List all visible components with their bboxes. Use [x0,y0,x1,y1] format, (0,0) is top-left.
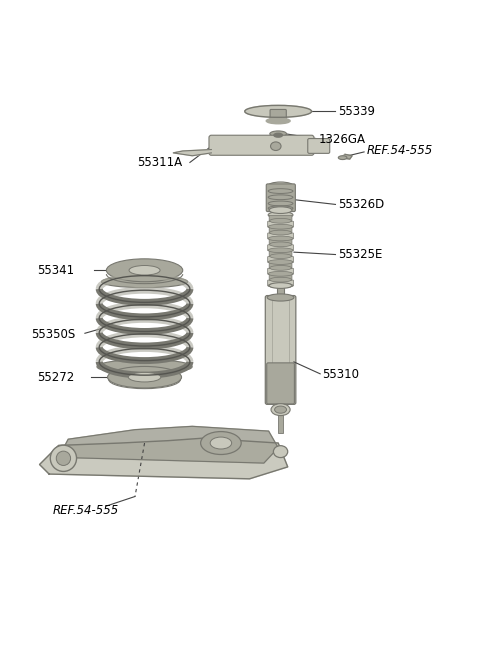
FancyBboxPatch shape [277,281,284,298]
Ellipse shape [101,276,188,288]
FancyBboxPatch shape [269,274,292,280]
Text: 55326D: 55326D [338,198,384,211]
Ellipse shape [268,271,293,276]
Ellipse shape [270,131,287,137]
Text: 55272: 55272 [37,371,74,384]
FancyBboxPatch shape [269,262,292,268]
FancyBboxPatch shape [268,256,293,263]
Ellipse shape [56,451,71,465]
FancyBboxPatch shape [269,239,292,245]
Ellipse shape [108,367,181,388]
FancyBboxPatch shape [269,227,292,233]
Ellipse shape [269,283,292,288]
Ellipse shape [270,265,291,270]
FancyBboxPatch shape [278,409,283,434]
Ellipse shape [269,207,292,214]
Polygon shape [173,150,211,156]
FancyBboxPatch shape [268,233,293,239]
Text: 55339: 55339 [338,105,375,118]
Ellipse shape [268,212,293,218]
Ellipse shape [268,224,293,229]
Text: 55341: 55341 [37,263,74,277]
Ellipse shape [268,283,293,288]
Ellipse shape [129,265,160,275]
Ellipse shape [270,230,291,235]
FancyBboxPatch shape [269,250,292,257]
Ellipse shape [274,133,282,137]
FancyBboxPatch shape [268,245,293,251]
Ellipse shape [270,218,291,223]
Ellipse shape [270,277,291,282]
Text: 1326GA: 1326GA [319,133,366,146]
Text: 55310: 55310 [322,369,359,381]
Ellipse shape [128,373,161,382]
Ellipse shape [270,254,291,258]
FancyBboxPatch shape [265,296,296,404]
Ellipse shape [274,445,288,457]
FancyBboxPatch shape [266,184,295,212]
Ellipse shape [271,403,290,416]
Polygon shape [59,426,278,463]
FancyBboxPatch shape [268,280,293,286]
Ellipse shape [268,260,293,264]
Text: 55311A: 55311A [137,156,182,169]
Ellipse shape [267,182,294,191]
FancyBboxPatch shape [268,221,293,227]
Polygon shape [39,438,288,479]
Ellipse shape [270,242,291,247]
Ellipse shape [266,118,290,124]
Ellipse shape [50,445,76,472]
Ellipse shape [268,248,293,253]
Text: 55325E: 55325E [338,248,382,261]
Ellipse shape [210,437,232,449]
Ellipse shape [245,105,312,118]
FancyBboxPatch shape [308,139,330,153]
Text: 55350S: 55350S [31,328,75,341]
Text: REF.54-555: REF.54-555 [366,145,432,158]
FancyBboxPatch shape [269,215,292,221]
FancyBboxPatch shape [209,135,314,155]
Ellipse shape [107,259,183,282]
Ellipse shape [275,406,287,413]
Ellipse shape [338,156,347,160]
Ellipse shape [201,432,241,455]
Ellipse shape [97,359,192,374]
FancyBboxPatch shape [270,110,286,122]
FancyBboxPatch shape [267,363,294,404]
Text: REF.54-555: REF.54-555 [53,505,119,517]
Ellipse shape [271,142,281,150]
Ellipse shape [267,294,294,301]
FancyBboxPatch shape [268,268,293,274]
Ellipse shape [268,236,293,241]
Polygon shape [340,154,352,159]
